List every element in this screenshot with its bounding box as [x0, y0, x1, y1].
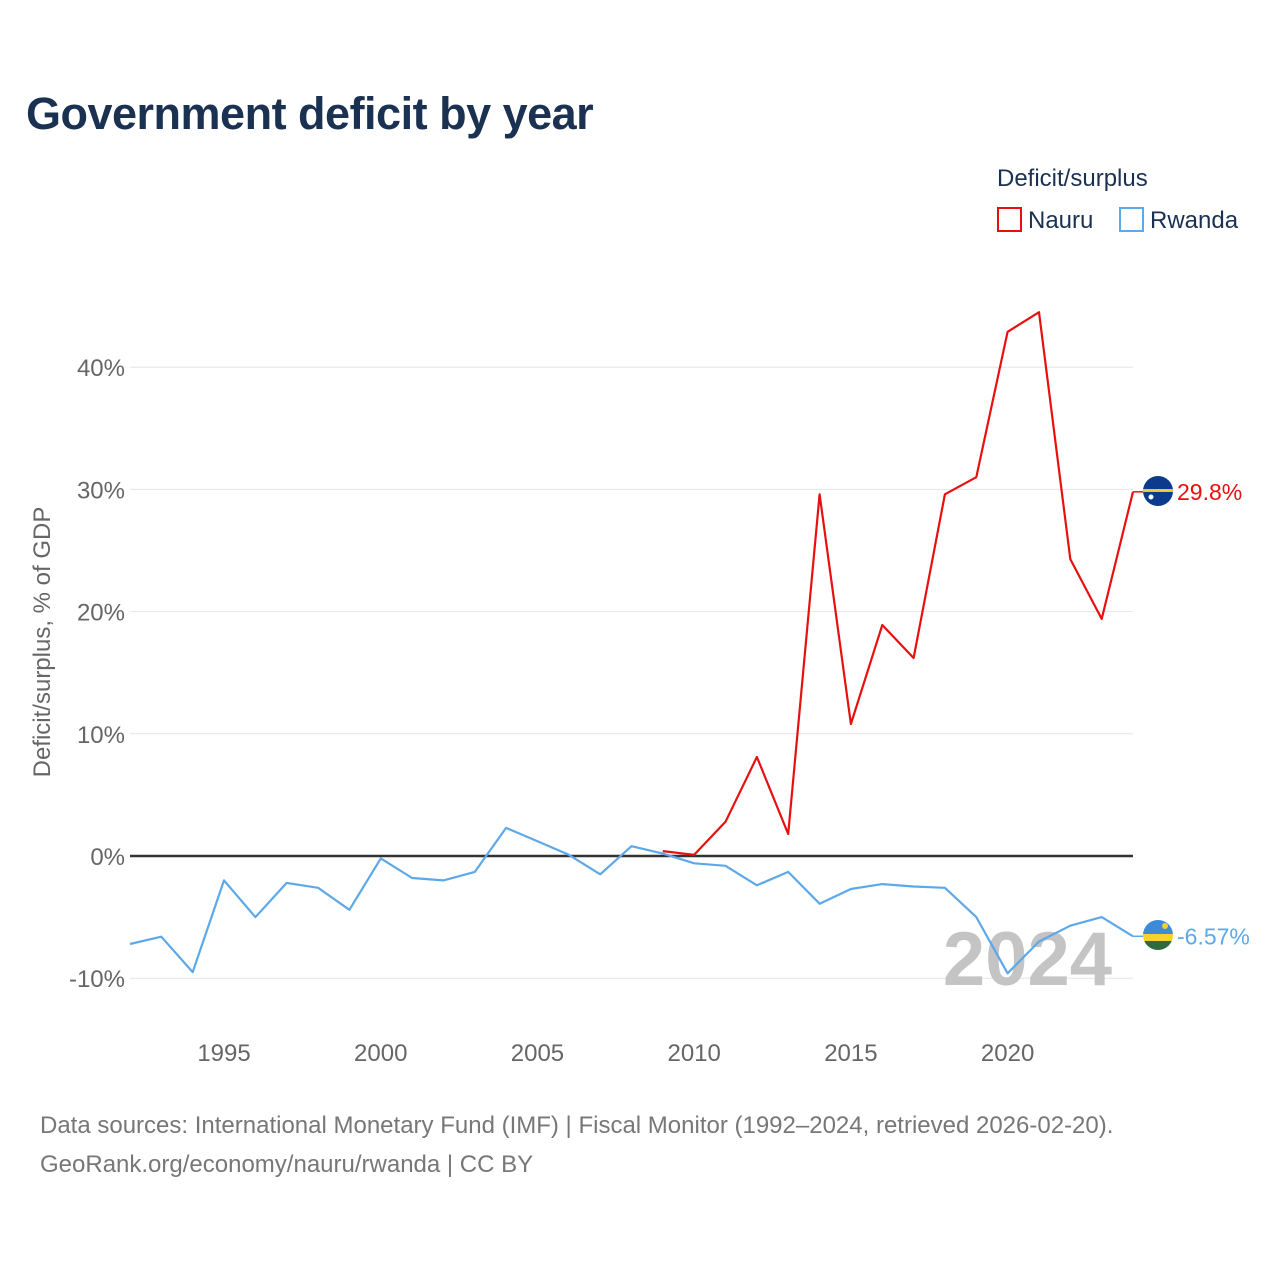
- y-tick-label: 40%: [77, 355, 125, 382]
- legend-label-rwanda: Rwanda: [1150, 207, 1239, 234]
- rwanda-flag-icon: [1143, 920, 1173, 950]
- y-tick-label: -10%: [69, 966, 125, 993]
- legend-label-nauru: Nauru: [1028, 207, 1093, 234]
- year-watermark: 2024: [943, 917, 1112, 1002]
- nauru-flag-icon: [1143, 476, 1173, 506]
- legend-title: Deficit/surplus: [997, 165, 1148, 192]
- x-tick-label: 2020: [981, 1040, 1034, 1067]
- end-value-label-rwanda: -6.57%: [1177, 923, 1250, 949]
- y-tick-label: 30%: [77, 477, 125, 504]
- series-lines[interactable]: [129, 311, 1135, 975]
- legend-swatch-nauru: [997, 207, 1022, 232]
- x-axis-ticks: 1995 2000 2005 2010 2015 2020: [197, 1040, 1034, 1067]
- y-tick-label: 0%: [90, 844, 125, 871]
- data-sources-note: Data sources: International Monetary Fun…: [40, 1112, 1114, 1139]
- series-line-nauru[interactable]: [662, 311, 1135, 856]
- x-tick-label: 1995: [197, 1040, 250, 1067]
- credit-link[interactable]: GeoRank.org/economy/nauru/rwanda | CC BY: [40, 1151, 534, 1178]
- legend-item-rwanda[interactable]: Rwanda: [1119, 207, 1239, 234]
- y-tick-label: 20%: [77, 600, 125, 627]
- y-tick-label: 10%: [77, 722, 125, 749]
- x-tick-label: 2015: [824, 1040, 877, 1067]
- series-end-markers: 29.8% -6.57%: [1133, 479, 1250, 949]
- x-tick-label: 2000: [354, 1040, 407, 1067]
- y-axis-label: Deficit/surplus, % of GDP: [29, 507, 56, 778]
- end-value-label-nauru: 29.8%: [1177, 479, 1242, 505]
- footer: Data sources: International Monetary Fun…: [40, 1106, 1113, 1184]
- chart-title: Government deficit by year: [26, 88, 594, 139]
- grid-lines: [130, 366, 1133, 979]
- y-axis-ticks: -10% 0% 10% 20% 30% 40%: [69, 355, 125, 993]
- chart-canvas: 2024 -10% 0% 10% 20% 30% 40% 1995 2000 2005 2010…: [29, 165, 1250, 1067]
- x-tick-label: 2005: [511, 1040, 564, 1067]
- x-tick-label: 2010: [667, 1040, 720, 1067]
- legend-swatch-rwanda: [1119, 207, 1144, 232]
- series-line-rwanda[interactable]: [129, 826, 1134, 975]
- legend-item-nauru[interactable]: Nauru: [997, 207, 1093, 234]
